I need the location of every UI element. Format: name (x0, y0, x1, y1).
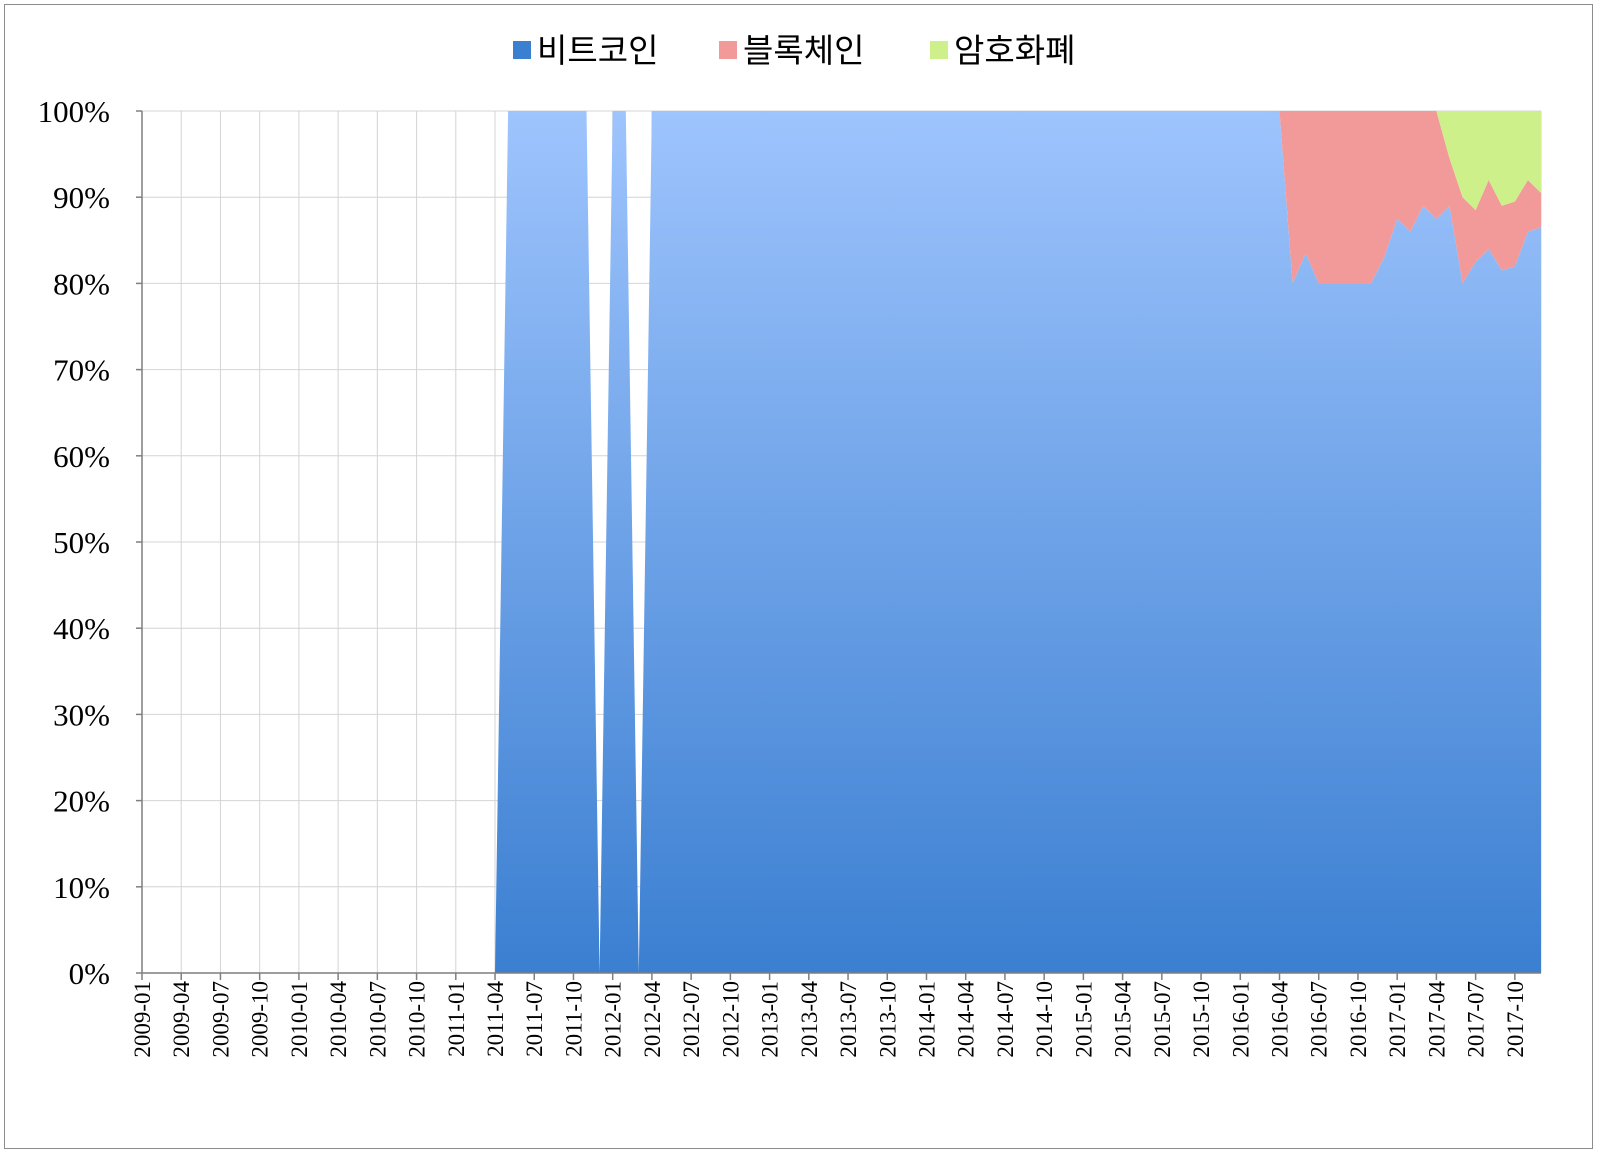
x-tick-label: 2016-07 (1307, 981, 1332, 1058)
x-tick-label: 2012-04 (640, 981, 665, 1058)
y-tick-label: 10% (53, 870, 110, 905)
x-tick-label: 2011-10 (562, 981, 587, 1057)
x-tick-label: 2009-10 (248, 981, 273, 1058)
area-series (495, 111, 1541, 973)
y-tick-label: 80% (53, 266, 110, 301)
x-tick-label: 2013-04 (797, 981, 822, 1058)
x-tick-label: 2010-01 (287, 981, 312, 1058)
x-tick-label: 2010-04 (326, 981, 351, 1058)
y-tick-label: 100% (38, 94, 110, 129)
x-tick-label: 2011-01 (444, 981, 469, 1057)
x-tick-label: 2015-10 (1189, 981, 1214, 1058)
x-tick-label: 2015-01 (1071, 981, 1096, 1058)
y-tick-label: 30% (53, 697, 110, 732)
area-0 (495, 111, 1541, 973)
x-tick-label: 2012-01 (601, 981, 626, 1058)
x-tick-label: 2009-07 (208, 981, 233, 1058)
x-tick-label: 2013-10 (875, 981, 900, 1058)
x-tick-label: 2010-07 (365, 981, 390, 1058)
stacked-area-chart: 비트코인 블록체인 암호화폐 0% 10% 20% 30% 40% 50% 60% 70% 80% 9… (38, 31, 1542, 1058)
y-tick-label: 50% (53, 525, 110, 560)
x-tick-label: 2015-07 (1150, 981, 1175, 1058)
y-tick-label: 0% (69, 956, 110, 991)
x-tick-label: 2017-10 (1503, 981, 1528, 1058)
x-tick-label: 2016-10 (1346, 981, 1371, 1058)
legend: 비트코인 블록체인 암호화폐 (513, 31, 1075, 70)
legend-label-1: 블록체인 (743, 31, 864, 70)
x-tick-label: 2014-07 (993, 981, 1018, 1058)
y-tick-label: 70% (53, 353, 110, 388)
x-tick-label: 2014-04 (954, 981, 979, 1058)
y-tick-label: 20% (53, 784, 110, 819)
x-tick-label: 2017-07 (1464, 981, 1489, 1058)
y-tick-label: 90% (53, 180, 110, 215)
chart-frame: 비트코인 블록체인 암호화폐 0% 10% 20% 30% 40% 50% 60% 70% 80% 9… (4, 4, 1593, 1149)
y-tick-label: 40% (53, 611, 110, 646)
x-tick-label: 2016-01 (1228, 981, 1253, 1058)
x-tick-label: 2016-04 (1268, 981, 1293, 1058)
legend-swatch-2 (930, 41, 948, 59)
legend-label-0: 비트코인 (537, 31, 658, 70)
x-tick-label: 2009-01 (130, 981, 155, 1058)
x-axis-ticks: 2009-01 2009-04 2009-07 2009-10 2010-01 2010-… (130, 973, 1528, 1058)
x-tick-label: 2012-07 (679, 981, 704, 1058)
x-tick-label: 2014-10 (1032, 981, 1057, 1058)
legend-swatch-1 (719, 41, 737, 59)
y-axis-ticks: 0% 10% 20% 30% 40% 50% 60% 70% 80% 90% 100% (38, 94, 142, 991)
x-tick-label: 2017-01 (1385, 981, 1410, 1058)
y-tick-label: 60% (53, 439, 110, 474)
area-1 (1279, 111, 1541, 284)
x-tick-label: 2017-04 (1424, 981, 1449, 1058)
x-tick-label: 2013-07 (836, 981, 861, 1058)
legend-swatch-0 (513, 41, 531, 59)
x-tick-label: 2014-01 (915, 981, 940, 1058)
x-tick-label: 2011-07 (522, 981, 547, 1057)
x-tick-label: 2015-04 (1111, 981, 1136, 1058)
legend-label-2: 암호화폐 (954, 31, 1075, 70)
area-2 (1436, 111, 1541, 211)
x-tick-label: 2009-04 (169, 981, 194, 1058)
x-tick-label: 2011-04 (483, 981, 508, 1057)
x-tick-label: 2013-01 (758, 981, 783, 1058)
x-tick-label: 2012-10 (718, 981, 743, 1058)
x-tick-label: 2010-10 (405, 981, 430, 1058)
